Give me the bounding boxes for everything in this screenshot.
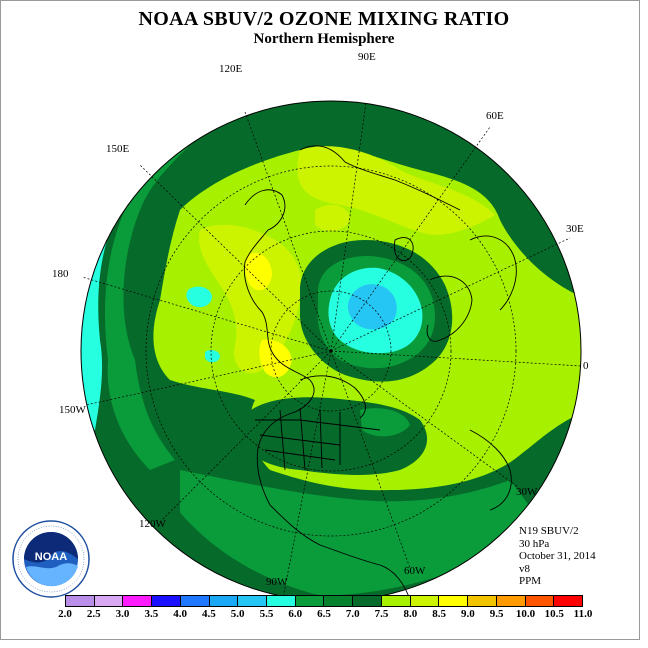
colorbar-segment xyxy=(66,596,95,606)
colorbar-ticks: 2.0 2.5 3.0 3.5 4.0 4.5 5.0 5.5 6.0 6.5 7.0 7.5 8.0 8… xyxy=(58,608,592,622)
colorbar-segment xyxy=(123,596,153,606)
colorbar-segment xyxy=(439,596,469,606)
colorbar-segment xyxy=(381,596,411,606)
colorbar-tick-label: 5.5 xyxy=(259,608,274,620)
colorbar-segment xyxy=(180,596,210,606)
lon-label-0: 0 xyxy=(583,360,589,372)
map-subtitle: Northern Hemisphere xyxy=(253,31,395,47)
lon-label-120e: 120E xyxy=(219,63,243,75)
colorbar-segment xyxy=(238,596,268,606)
colorbar-tick-label: 7.5 xyxy=(374,608,389,620)
colorbar-segment xyxy=(94,596,124,606)
colorbar-tick-label: 10.5 xyxy=(544,608,564,620)
lon-label-30e: 30E xyxy=(566,223,584,235)
info-level: 30 hPa xyxy=(519,537,550,550)
info-block: N19 SBUV/2 30 hPa October 31, 2014 v8 PP… xyxy=(519,525,596,588)
noaa-logo-icon: NOAA xyxy=(12,520,90,598)
colorbar-segment xyxy=(152,596,181,606)
colorbar-tick-label: 3.5 xyxy=(144,608,159,620)
colorbar-tick-label: 3.0 xyxy=(115,608,130,620)
colorbar-segment xyxy=(353,596,382,606)
colorbar-segment xyxy=(209,596,239,606)
colorbar xyxy=(65,595,583,607)
lon-label-30w: 30W xyxy=(516,486,538,498)
lon-label-60w: 60W xyxy=(404,565,426,577)
lon-label-150e: 150E xyxy=(106,143,130,155)
colorbar-tick-label: 8.0 xyxy=(403,608,418,620)
info-units: PPM xyxy=(519,575,542,587)
colorbar-segment xyxy=(324,596,354,606)
colorbar-tick-label: 5.0 xyxy=(230,608,245,620)
lon-label-90w: 90W xyxy=(266,576,288,588)
colorbar-segment xyxy=(496,596,526,606)
colorbar-segment xyxy=(410,596,440,606)
info-satellite: N19 SBUV/2 xyxy=(519,525,579,537)
colorbar-tick-label: 11.0 xyxy=(573,608,593,620)
map-title: NOAA SBUV/2 OZONE MIXING RATIO xyxy=(138,8,510,30)
colorbar-segment xyxy=(267,596,296,606)
colorbar-segment xyxy=(295,596,325,606)
lon-label-180: 180 xyxy=(52,268,69,280)
colorbar-tick-label: 6.5 xyxy=(317,608,331,620)
info-date: October 31, 2014 xyxy=(519,550,596,562)
logo-text: NOAA xyxy=(35,551,67,563)
colorbar-tick-label: 8.5 xyxy=(432,608,446,620)
colorbar-tick-label: 7.0 xyxy=(345,608,360,620)
colorbar-tick-label: 9.0 xyxy=(461,608,475,620)
colorbar-tick-label: 10.0 xyxy=(515,608,536,620)
lon-label-150w: 150W xyxy=(59,404,86,416)
colorbar-segment xyxy=(525,596,555,606)
colorbar-segment xyxy=(554,596,582,606)
colorbar-tick-label: 9.5 xyxy=(489,608,504,620)
lon-label-90e: 90E xyxy=(358,51,376,63)
coastlines xyxy=(243,145,517,601)
lon-label-60e: 60E xyxy=(486,110,504,122)
info-version: v8 xyxy=(519,562,530,575)
lon-label-120w: 120W xyxy=(139,518,166,530)
colorbar-tick-label: 2.0 xyxy=(58,608,72,620)
colorbar-tick-label: 2.5 xyxy=(86,608,101,620)
colorbar-tick-label: 4.0 xyxy=(173,608,187,620)
colorbar-tick-label: 4.5 xyxy=(202,608,216,620)
colorbar-tick-label: 6.0 xyxy=(288,608,303,620)
ozone-field xyxy=(81,101,581,601)
colorbar-segment xyxy=(468,596,497,606)
